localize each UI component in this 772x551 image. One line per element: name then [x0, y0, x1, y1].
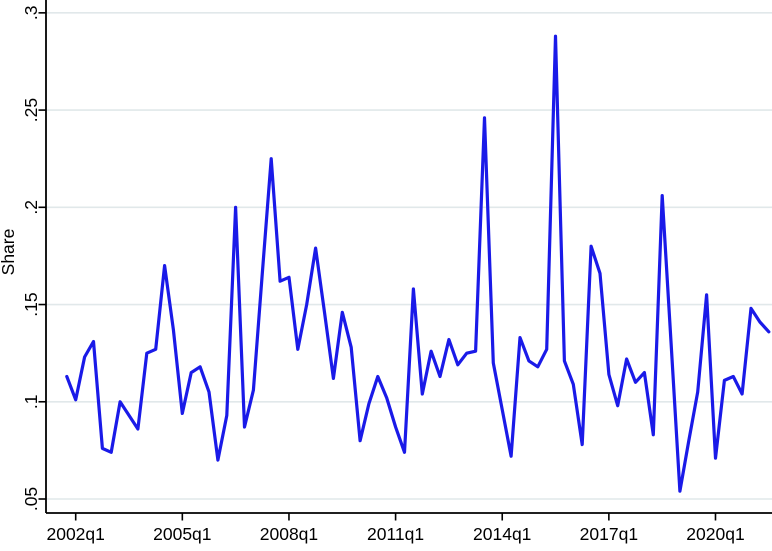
axes-group: [38, 0, 772, 521]
x-axis-tick-label: 2017q1: [580, 524, 638, 544]
y-axis-tick-label: .3: [21, 6, 41, 21]
gridline-group: [46, 12, 772, 500]
y-axis-tick-label: .1: [21, 394, 41, 409]
x-axis-tick-label: 2020q1: [686, 524, 744, 544]
series-group: [65, 34, 771, 493]
series-line: [65, 34, 771, 493]
x-axis-tick-label: 2014q1: [473, 524, 531, 544]
y-axis-tick-label: .25: [21, 98, 41, 122]
y-axis-tick-label: .15: [21, 292, 41, 316]
x-axis-tick-label: 2011q1: [367, 524, 424, 544]
x-axis-tick-label: 2002q1: [46, 524, 104, 544]
y-axis-title: Share: [0, 229, 18, 276]
tick-label-group: .05 .1 .15 .2 .25 .3 2002q1 2005q1 2008q1 2011q1 2…: [21, 6, 745, 544]
y-axis-tick-label: .2: [21, 200, 41, 215]
y-axis-tick-label: .05: [21, 487, 41, 511]
x-axis-tick-label: 2005q1: [153, 524, 211, 544]
x-axis-tick-label: 2008q1: [260, 524, 318, 544]
